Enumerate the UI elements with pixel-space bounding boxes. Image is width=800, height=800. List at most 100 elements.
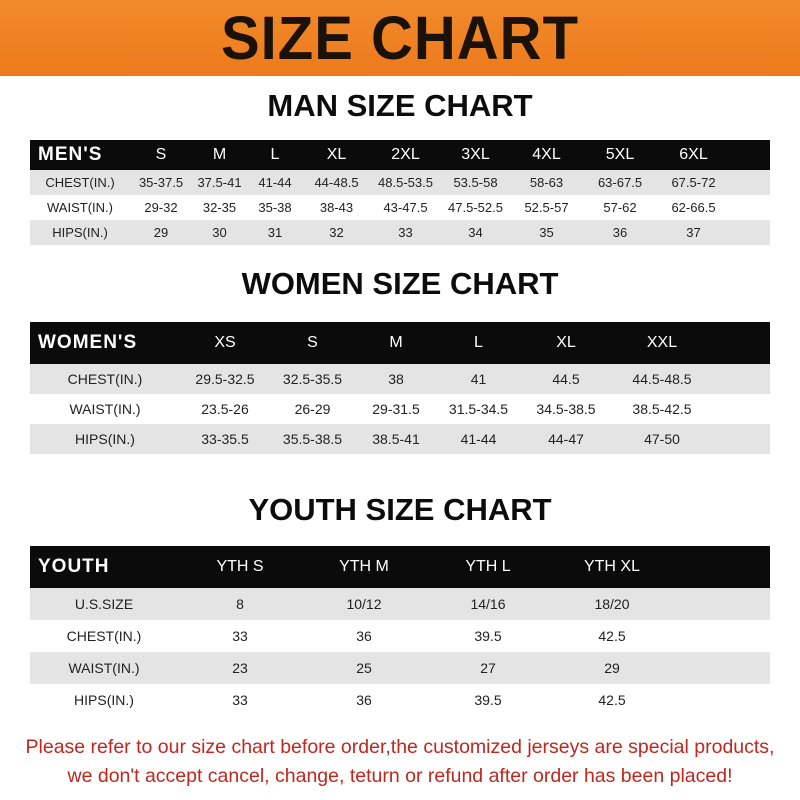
table-cell: 38.5-42.5: [632, 401, 692, 417]
table-cell: 31.5-34.5: [448, 401, 509, 417]
table-cell: 27: [480, 660, 496, 676]
size-header-cell: YTH M: [339, 558, 389, 575]
measurement-label: HIPS(IN.): [75, 431, 135, 447]
table-cell: 41-44: [460, 431, 497, 447]
table-cell: 39.5: [474, 692, 502, 708]
table-cell: 47.5-52.5: [448, 200, 503, 215]
table-row: HIPS(IN.) 29 30 31 32 33 34 35 36 37: [30, 220, 770, 245]
size-header-cell: 6XL: [679, 146, 708, 163]
measurement-label: WAIST(IN.): [47, 200, 113, 215]
table-row: HIPS(IN.) 33-35.5 35.5-38.5 38.5-41 41-44 44-…: [30, 424, 770, 454]
table-cell: 32.5-35.5: [282, 371, 343, 387]
table-cell: 34.5-38.5: [536, 401, 596, 417]
table-cell: 48.5-53.5: [378, 175, 433, 190]
table-cell: 26-29: [294, 401, 331, 417]
table-cell: 29: [153, 225, 169, 240]
measurement-label: HIPS(IN.): [74, 692, 134, 708]
table-cell: 37.5-41: [197, 175, 242, 190]
youth-header-row: YOUTH YTH S YTH M YTH L YTH XL: [30, 546, 770, 588]
table-cell: 10/12: [346, 596, 382, 612]
table-cell: 41: [470, 371, 487, 387]
size-header-cell: L: [474, 334, 483, 351]
men-section-title: MAN SIZE CHART: [267, 88, 533, 123]
men-header-row: MEN'S S M L XL 2XL 3XL 4XL 5XL 6XL: [30, 140, 770, 170]
women-size-table: WOMEN'S XS S M L XL XXL CHEST(IN.) 29.5-32.5 32.5…: [30, 322, 770, 454]
men-size-table: MEN'S S M L XL 2XL 3XL 4XL 5XL 6XL CHEST(IN.) 35-37…: [30, 140, 770, 245]
table-cell: 33: [232, 628, 248, 644]
table-cell: 29-31.5: [372, 401, 420, 417]
table-cell: 35-38: [258, 200, 292, 215]
table-cell: 32: [329, 225, 344, 240]
size-header-cell: 2XL: [391, 146, 420, 163]
table-cell: 36: [612, 225, 628, 240]
table-row: WAIST(IN.) 23 25 27 29: [30, 652, 770, 684]
measurement-label: CHEST(IN.): [67, 371, 143, 387]
size-header-cell: M: [212, 146, 227, 163]
order-notice-line-2: we don't accept cancel, change, teturn o…: [67, 765, 733, 787]
table-cell: 44-47: [548, 431, 584, 447]
table-cell: 25: [356, 660, 372, 676]
size-header-cell: YTH S: [216, 558, 264, 575]
table-cell: 42.5: [598, 628, 626, 644]
order-notice: Please refer to our size chart before or…: [0, 733, 800, 791]
table-cell: 44.5-48.5: [632, 371, 692, 387]
table-cell: 33: [398, 225, 413, 240]
table-row: CHEST(IN.) 33 36 39.5 42.5: [30, 620, 770, 652]
youth-size-table: YOUTH YTH S YTH M YTH L YTH XL U.S.SIZE 8 10/12…: [30, 546, 770, 716]
measurement-label: U.S.SIZE: [74, 596, 134, 612]
size-header-cell: XL: [556, 334, 576, 351]
table-cell: 35-37.5: [138, 175, 184, 190]
size-header-cell: L: [270, 146, 280, 163]
size-header-cell: M: [389, 334, 403, 351]
table-label: WOMEN'S: [38, 332, 138, 353]
youth-section-title: YOUTH SIZE CHART: [248, 492, 552, 527]
table-cell: 42.5: [598, 692, 626, 708]
measurement-label: WAIST(IN.): [69, 401, 141, 417]
table-cell: 18/20: [594, 596, 630, 612]
banner-title: SIZE CHART: [221, 3, 579, 73]
table-cell: 38: [388, 371, 404, 387]
table-row: HIPS(IN.) 33 36 39.5 42.5: [30, 684, 770, 716]
table-cell: 37: [686, 225, 701, 240]
table-row: CHEST(IN.) 35-37.5 37.5-41 41-44 44-48.5 48.5…: [30, 170, 770, 195]
table-cell: 14/16: [470, 596, 506, 612]
measurement-label: HIPS(IN.): [52, 225, 108, 240]
table-cell: 38.5-41: [372, 431, 420, 447]
table-cell: 44.5: [552, 371, 580, 387]
table-cell: 32-35: [202, 200, 237, 215]
table-cell: 67.5-72: [671, 175, 716, 190]
table-cell: 57-62: [603, 200, 637, 215]
size-header-cell: YTH L: [465, 558, 511, 575]
table-cell: 53.5-58: [453, 175, 498, 190]
banner: SIZE CHART: [0, 0, 800, 76]
size-header-cell: XXL: [646, 334, 678, 351]
size-header-cell: 5XL: [605, 146, 635, 163]
table-cell: 36: [356, 628, 372, 644]
table-row: WAIST(IN.) 23.5-26 26-29 29-31.5 31.5-34.5 34…: [30, 394, 770, 424]
table-row: CHEST(IN.) 29.5-32.5 32.5-35.5 38 41 44.5 44.5…: [30, 364, 770, 394]
women-section-title: WOMEN SIZE CHART: [241, 266, 559, 301]
size-header-cell: YTH XL: [583, 558, 640, 575]
table-row: U.S.SIZE 8 10/12 14/16 18/20: [30, 588, 770, 620]
measurement-label: CHEST(IN.): [66, 628, 142, 644]
size-header-cell: S: [155, 146, 167, 163]
table-cell: 38-43: [319, 200, 354, 215]
table-cell: 29-32: [144, 200, 178, 215]
table-cell: 29: [604, 660, 620, 676]
table-cell: 35: [539, 225, 554, 240]
size-header-cell: XS: [214, 334, 236, 351]
table-cell: 23: [232, 660, 248, 676]
order-notice-line-1: Please refer to our size chart before or…: [25, 736, 775, 758]
table-cell: 23.5-26: [201, 401, 249, 417]
table-cell: 41-44: [258, 175, 292, 190]
table-cell: 39.5: [474, 628, 502, 644]
table-label: MEN'S: [38, 144, 103, 165]
table-cell: 31: [267, 225, 283, 240]
table-cell: 44-48.5: [314, 175, 359, 190]
table-cell: 43-47.5: [383, 200, 428, 215]
table-cell: 29.5-32.5: [195, 371, 255, 387]
table-cell: 52.5-57: [524, 200, 569, 215]
measurement-label: CHEST(IN.): [45, 175, 115, 190]
table-cell: 47-50: [644, 431, 680, 447]
table-cell: 8: [236, 596, 244, 612]
